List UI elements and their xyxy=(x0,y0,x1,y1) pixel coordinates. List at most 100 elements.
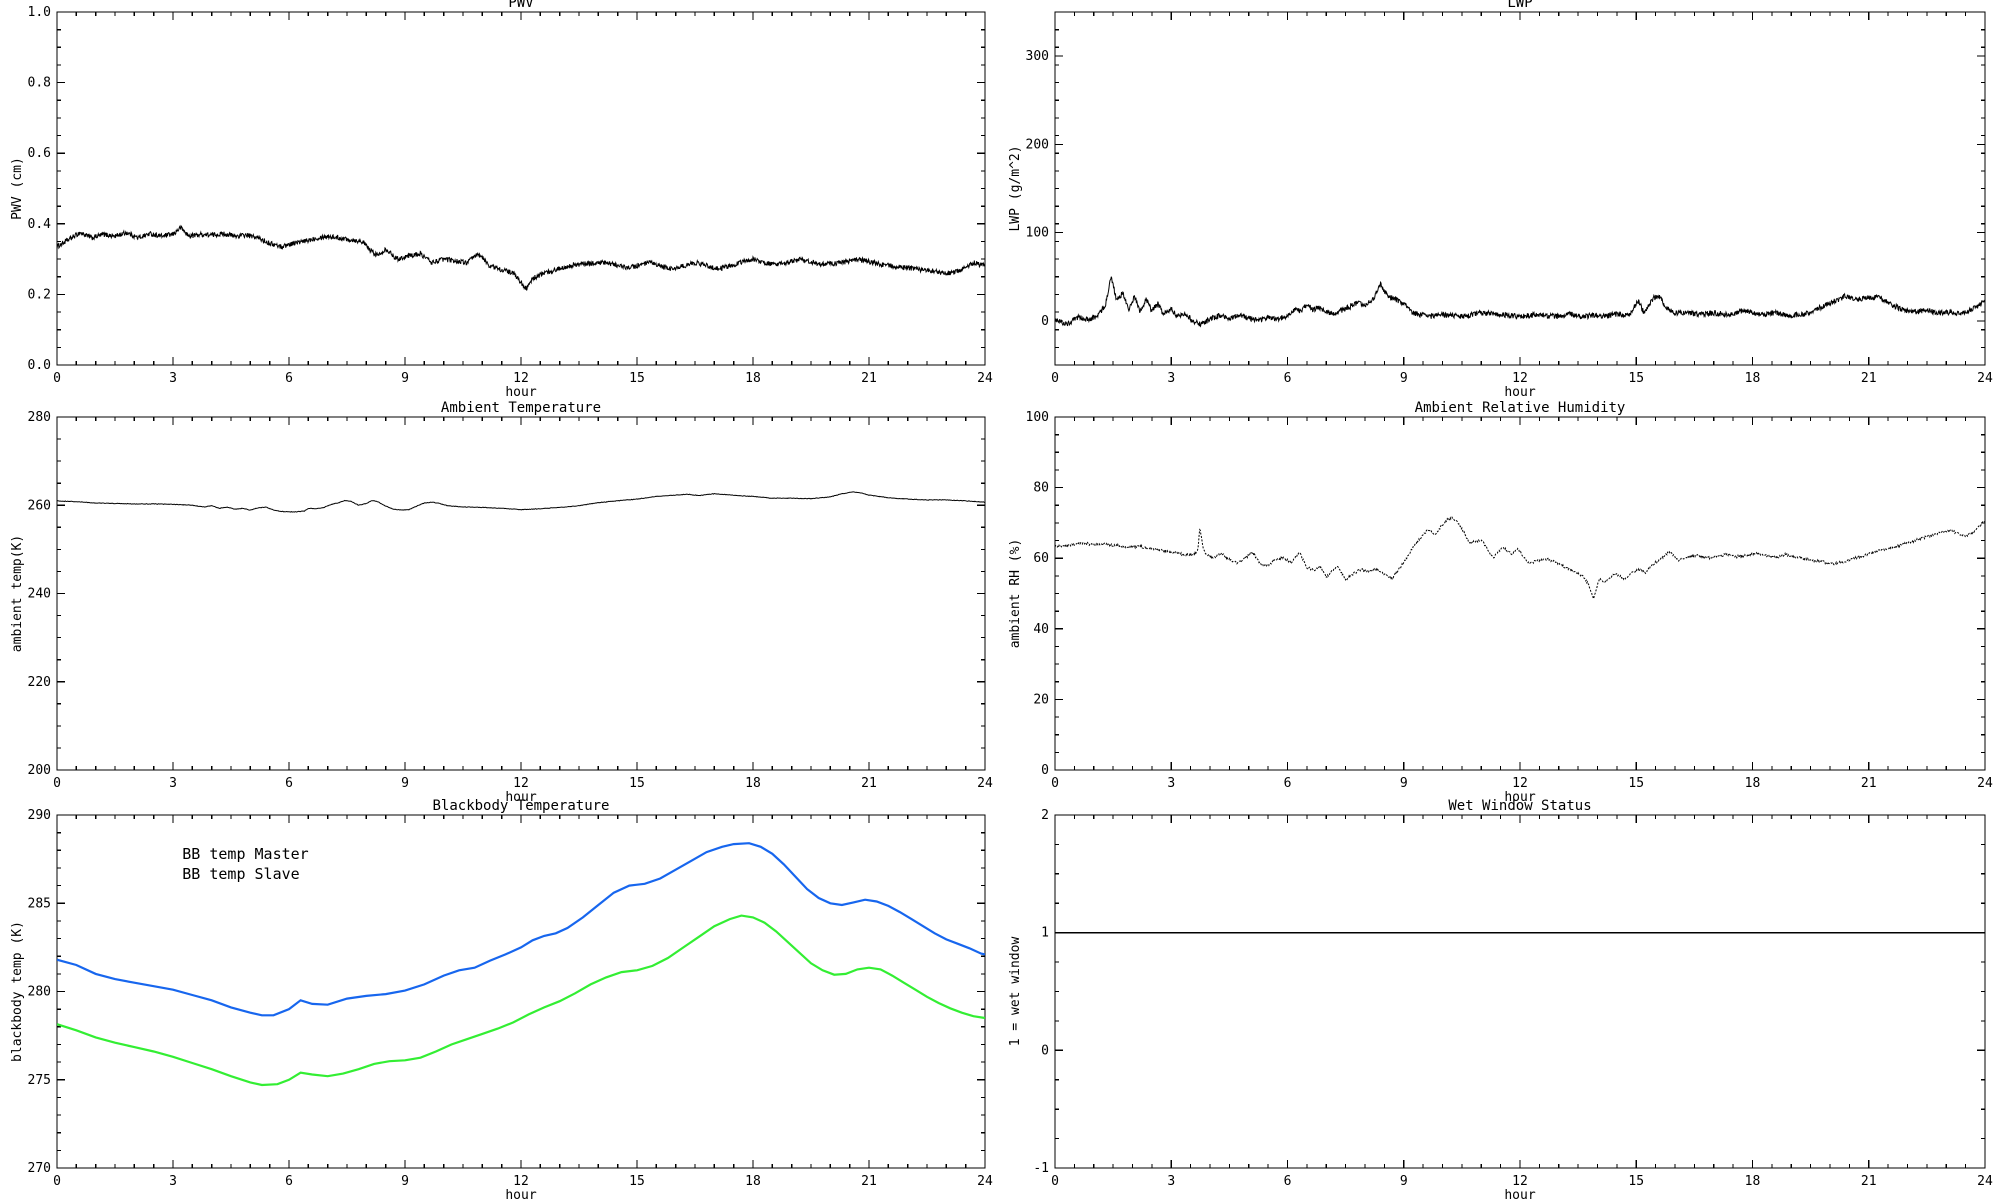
x-tick-label: 3 xyxy=(1167,371,1175,386)
series-lwp xyxy=(1055,276,1985,328)
x-tick-label: 15 xyxy=(1628,1174,1644,1189)
y-tick-label: 0 xyxy=(1041,763,1049,778)
axis-ticks xyxy=(1054,814,1986,1169)
x-tick-label: 24 xyxy=(977,776,993,791)
x-tick-label: 24 xyxy=(1977,776,1993,791)
y-tick-label: 40 xyxy=(1033,622,1049,637)
x-axis-label: hour xyxy=(505,790,536,805)
y-tick-label: 0 xyxy=(1041,1043,1049,1058)
x-tick-label: 12 xyxy=(513,776,529,791)
series-bb-temp-master xyxy=(57,842,985,1017)
chart-title: LWP xyxy=(1507,0,1532,11)
chart-ambient-temperature: 0 3 6 9 12 15 18 21 24 200 220 240 260 280 Ambient Tem… xyxy=(10,400,993,805)
x-tick-label: 0 xyxy=(1051,776,1059,791)
series-ambient-temperature xyxy=(57,491,985,513)
y-tick-label: 260 xyxy=(28,498,51,513)
plot-frame xyxy=(56,416,986,771)
y-axis-label: LWP (g/m^2) xyxy=(1008,145,1023,231)
x-tick-label: 18 xyxy=(1745,1174,1761,1189)
chart-ambient-relative-humidity: 0 3 6 9 12 15 18 21 24 0 20 40 60 80 100 Ambient Relati… xyxy=(1008,400,1993,805)
plot-frame xyxy=(1054,416,1986,771)
y-tick-label: 2 xyxy=(1041,808,1049,823)
x-tick-label: 6 xyxy=(1284,1174,1292,1189)
y-tick-label: 0.6 xyxy=(28,146,51,161)
chart-title: PWV xyxy=(508,0,534,11)
x-tick-label: 0 xyxy=(53,776,61,791)
x-tick-label: 12 xyxy=(513,371,529,386)
x-axis-label: hour xyxy=(505,385,536,400)
legend-item-bb-temp-slave: BB temp Slave xyxy=(182,865,299,883)
x-tick-label: 18 xyxy=(745,371,761,386)
y-tick-label: 0.8 xyxy=(28,76,51,91)
x-axis-label: hour xyxy=(1504,790,1535,805)
x-tick-label: 12 xyxy=(1512,371,1528,386)
chart-lwp: 0 3 6 9 12 15 18 21 24 0 100 200 300 LWP hour LWP (g/m^… xyxy=(1008,0,1993,400)
x-tick-label: 21 xyxy=(861,1174,877,1189)
x-tick-label: 6 xyxy=(1284,371,1292,386)
x-tick-label: 21 xyxy=(861,371,877,386)
x-tick-label: 9 xyxy=(401,776,409,791)
y-tick-label: 0 xyxy=(1041,314,1049,329)
y-tick-label: 300 xyxy=(1026,49,1049,64)
y-tick-label: 0.2 xyxy=(28,287,51,302)
x-tick-label: 0 xyxy=(53,371,61,386)
y-tick-label: 20 xyxy=(1033,692,1049,707)
chart-title: Ambient Relative Humidity xyxy=(1415,400,1626,416)
y-axis-label: ambient temp(K) xyxy=(10,535,25,652)
plot-frame xyxy=(56,11,986,366)
x-tick-label: 18 xyxy=(745,776,761,791)
chart-title: Ambient Temperature xyxy=(441,400,601,416)
axis-ticks xyxy=(1054,11,1986,366)
x-tick-label: 9 xyxy=(1400,776,1408,791)
x-tick-label: 9 xyxy=(401,1174,409,1189)
x-tick-label: 18 xyxy=(1745,371,1761,386)
x-tick-label: 3 xyxy=(1167,1174,1175,1189)
plot-frame xyxy=(1054,11,1986,366)
x-tick-label: 3 xyxy=(169,776,177,791)
x-tick-label: 15 xyxy=(1628,371,1644,386)
x-tick-label: 6 xyxy=(285,371,293,386)
x-tick-label: 24 xyxy=(977,371,993,386)
x-tick-label: 12 xyxy=(513,1174,529,1189)
y-axis-label: 1 = wet window xyxy=(1008,937,1023,1047)
x-axis-label: hour xyxy=(1504,385,1535,400)
y-tick-label: 80 xyxy=(1033,481,1049,496)
y-tick-label: 290 xyxy=(28,808,51,823)
chart-title: Blackbody Temperature xyxy=(432,798,609,814)
x-tick-label: 9 xyxy=(401,371,409,386)
x-tick-label: 0 xyxy=(53,1174,61,1189)
y-tick-label: 100 xyxy=(1026,226,1049,241)
x-axis-label: hour xyxy=(1504,1188,1535,1200)
x-tick-label: 21 xyxy=(1861,1174,1877,1189)
x-tick-label: 9 xyxy=(1400,1174,1408,1189)
legend-item-bb-temp-master: BB temp Master xyxy=(182,845,308,863)
series-bb-temp-slave xyxy=(57,914,985,1087)
x-tick-label: 12 xyxy=(1512,1174,1528,1189)
x-tick-label: 6 xyxy=(1284,776,1292,791)
x-tick-label: 0 xyxy=(1051,1174,1059,1189)
x-tick-label: 0 xyxy=(1051,371,1059,386)
x-tick-label: 24 xyxy=(1977,371,1993,386)
axis-ticks xyxy=(1054,416,1986,771)
plot-frame xyxy=(1054,814,1986,1169)
x-tick-label: 12 xyxy=(1512,776,1528,791)
y-tick-label: 1 xyxy=(1041,926,1049,941)
y-tick-label: -1 xyxy=(1033,1161,1049,1176)
y-tick-label: 200 xyxy=(28,763,51,778)
series-pwv xyxy=(57,224,985,291)
x-tick-label: 15 xyxy=(629,371,645,386)
x-tick-label: 15 xyxy=(629,1174,645,1189)
x-tick-label: 18 xyxy=(745,1174,761,1189)
axis-ticks xyxy=(56,814,986,1169)
y-tick-label: 280 xyxy=(28,410,51,425)
y-axis-label: blackbody temp (K) xyxy=(10,921,25,1062)
y-tick-label: 270 xyxy=(28,1161,51,1176)
y-tick-label: 200 xyxy=(1026,137,1049,152)
x-tick-label: 3 xyxy=(1167,776,1175,791)
x-tick-label: 24 xyxy=(1977,1174,1993,1189)
x-tick-label: 24 xyxy=(977,1174,993,1189)
y-tick-label: 0.4 xyxy=(28,217,52,232)
